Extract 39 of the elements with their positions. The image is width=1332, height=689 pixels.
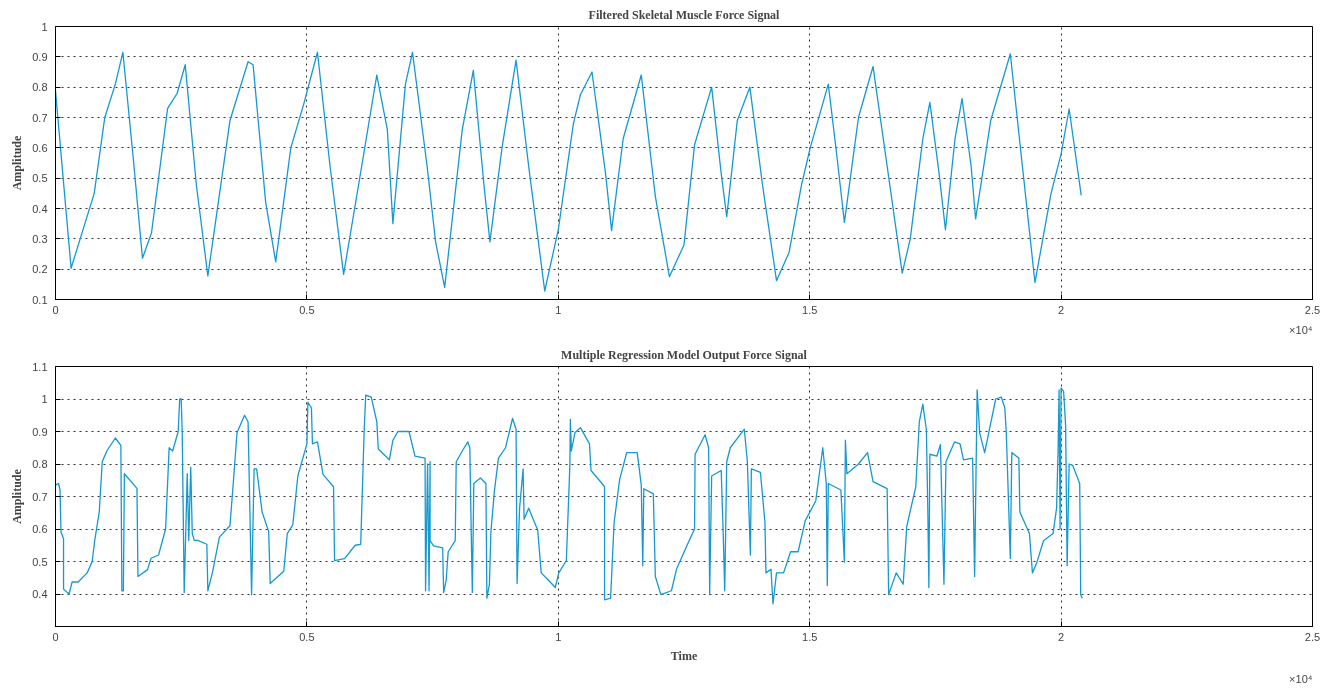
- chart-title: Multiple Regression Model Output Force Signal: [561, 347, 808, 362]
- y-tick-label: 0.4: [32, 588, 48, 600]
- line-series: [55, 51, 1082, 292]
- x-tick-label: 1: [555, 303, 562, 316]
- y-tick-label: 0.6: [32, 141, 48, 154]
- x-axis-title: Time: [670, 648, 698, 663]
- x-tick-label: 2: [1058, 630, 1065, 643]
- x-tick-label: 1.5: [802, 303, 818, 316]
- y-tick-label: 0.8: [32, 458, 48, 470]
- y-tick-label: 0.9: [32, 50, 48, 63]
- x-tick-label: 2.5: [1304, 630, 1321, 643]
- y-tick-label: 1.1: [32, 360, 48, 373]
- x-tick-label: 1.5: [802, 630, 818, 643]
- y-tick-label: 0.3: [32, 232, 48, 245]
- y-tick-label: 0.2: [32, 263, 48, 276]
- y-tick-label: 1: [41, 393, 48, 405]
- x-tick-label: 0.5: [299, 630, 315, 643]
- y-tick-label: 0.5: [32, 172, 48, 185]
- x-tick-label: 0: [52, 630, 59, 643]
- y-axis-title: Amplitude: [10, 134, 25, 191]
- y-tick-label: 0.7: [32, 490, 48, 503]
- y-tick-label: 0.5: [32, 555, 48, 568]
- y-tick-label: 0.7: [32, 111, 48, 124]
- x-tick-label: 2.5: [1304, 303, 1321, 316]
- x-tick-label: 0: [52, 303, 59, 316]
- x-tick-label: 2: [1058, 303, 1065, 316]
- y-tick-label: 0.8: [32, 81, 48, 94]
- y-axis-title: Amplitude: [10, 468, 25, 524]
- x-tick-label: 0.5: [299, 303, 315, 316]
- y-tick-label: 1: [41, 20, 48, 33]
- y-tick-label: 0.9: [32, 425, 48, 438]
- x-tick-label: 1: [555, 630, 562, 643]
- y-tick-label: 0.6: [32, 523, 48, 535]
- y-tick-label: 0.1: [32, 293, 48, 306]
- line-series: [55, 387, 1083, 605]
- chart-title: Filtered Skeletal Muscle Force Signal: [588, 7, 781, 22]
- text: ×10⁴: [1289, 672, 1313, 685]
- text: ×10⁴: [1289, 323, 1313, 336]
- y-tick-label: 0.4: [32, 202, 48, 215]
